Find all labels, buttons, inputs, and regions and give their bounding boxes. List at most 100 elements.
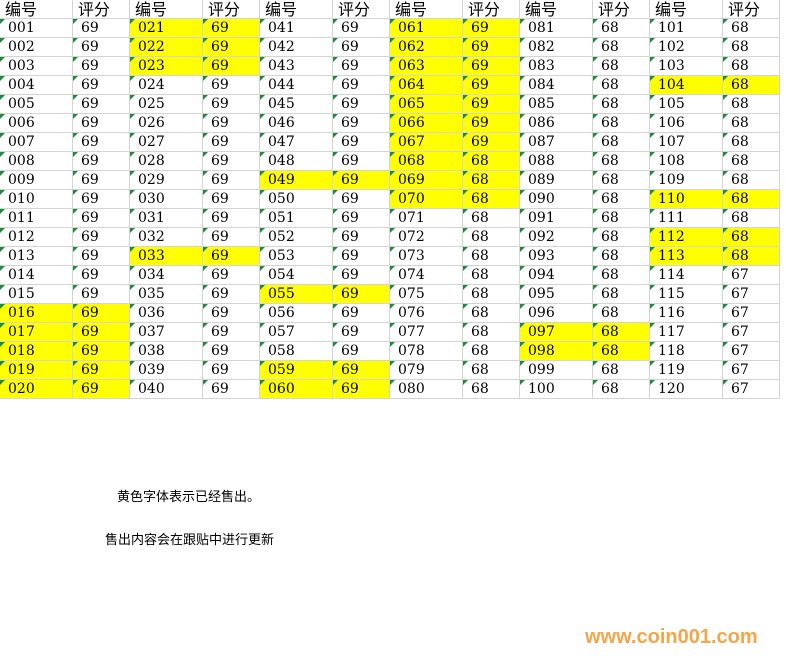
id-cell: 088	[520, 152, 593, 171]
score-cell: 68	[593, 380, 650, 399]
header-cell: 编号	[390, 0, 463, 19]
cell-text: 69	[81, 77, 99, 93]
score-cell: 69	[463, 133, 520, 152]
cell-text: 002	[8, 39, 35, 55]
header-cell: 评分	[593, 0, 650, 19]
header-cell: 评分	[73, 0, 130, 19]
id-cell: 015	[0, 285, 73, 304]
cell-text: 67	[731, 324, 749, 340]
score-cell: 69	[73, 19, 130, 38]
cell-text: 评分	[728, 0, 761, 19]
id-cell: 042	[260, 38, 333, 57]
id-cell: 115	[650, 285, 723, 304]
cell-text: 011	[8, 210, 35, 226]
cell-text: 044	[268, 77, 295, 93]
cell-text: 69	[341, 210, 359, 226]
id-cell: 103	[650, 57, 723, 76]
cell-text: 035	[138, 286, 165, 302]
score-cell: 69	[73, 209, 130, 228]
cell-text: 68	[601, 286, 619, 302]
score-cell: 69	[203, 323, 260, 342]
header-cell: 评分	[333, 0, 390, 19]
cell-text: 69	[211, 210, 229, 226]
id-cell: 031	[130, 209, 203, 228]
score-cell: 69	[73, 190, 130, 209]
cell-text: 104	[658, 77, 685, 93]
cell-text: 020	[8, 381, 35, 397]
cell-text: 69	[211, 58, 229, 74]
cell-text: 096	[528, 305, 555, 321]
cell-text: 69	[211, 20, 229, 36]
cell-text: 68	[731, 39, 749, 55]
cell-text: 075	[398, 286, 425, 302]
score-cell: 68	[723, 152, 780, 171]
cell-text: 061	[398, 20, 425, 36]
id-cell: 095	[520, 285, 593, 304]
id-cell: 064	[390, 76, 463, 95]
id-cell: 011	[0, 209, 73, 228]
cell-text: 029	[138, 172, 165, 188]
score-cell: 67	[723, 304, 780, 323]
id-cell: 051	[260, 209, 333, 228]
id-cell: 076	[390, 304, 463, 323]
cell-text: 086	[528, 115, 555, 131]
id-cell: 018	[0, 342, 73, 361]
cell-text: 066	[398, 115, 425, 131]
score-cell: 69	[73, 323, 130, 342]
id-cell: 081	[520, 19, 593, 38]
cell-text: 003	[8, 58, 35, 74]
id-cell: 055	[260, 285, 333, 304]
cell-text: 098	[528, 343, 555, 359]
cell-text: 022	[138, 39, 165, 55]
id-cell: 086	[520, 114, 593, 133]
cell-text: 083	[528, 58, 555, 74]
cell-text: 68	[601, 248, 619, 264]
cell-text: 027	[138, 134, 165, 150]
cell-text: 102	[658, 39, 685, 55]
score-cell: 67	[723, 266, 780, 285]
score-cell: 69	[333, 209, 390, 228]
cell-text: 69	[341, 39, 359, 55]
id-cell: 002	[0, 38, 73, 57]
cell-text: 69	[81, 343, 99, 359]
score-cell: 69	[203, 152, 260, 171]
id-cell: 059	[260, 361, 333, 380]
score-cell: 69	[333, 323, 390, 342]
cell-text: 046	[268, 115, 295, 131]
cell-text: 评分	[468, 0, 501, 19]
cell-text: 68	[731, 210, 749, 226]
cell-text: 097	[528, 324, 555, 340]
score-cell: 68	[593, 19, 650, 38]
cell-text: 69	[81, 324, 99, 340]
score-cell: 68	[723, 114, 780, 133]
cell-text: 120	[658, 381, 685, 397]
id-cell: 102	[650, 38, 723, 57]
score-cell: 68	[593, 342, 650, 361]
cell-text: 117	[658, 324, 685, 340]
cell-text: 68	[471, 362, 489, 378]
id-cell: 038	[130, 342, 203, 361]
cell-text: 68	[471, 248, 489, 264]
score-cell: 69	[73, 38, 130, 57]
cell-text: 045	[268, 96, 295, 112]
cell-text: 099	[528, 362, 555, 378]
score-cell: 68	[593, 133, 650, 152]
cell-text: 043	[268, 58, 295, 74]
score-cell: 68	[593, 209, 650, 228]
cell-text: 69	[81, 58, 99, 74]
id-cell: 087	[520, 133, 593, 152]
score-cell: 68	[723, 228, 780, 247]
cell-text: 69	[211, 153, 229, 169]
cell-text: 114	[658, 267, 685, 283]
id-cell: 101	[650, 19, 723, 38]
id-cell: 052	[260, 228, 333, 247]
cell-text: 69	[341, 286, 359, 302]
id-cell: 078	[390, 342, 463, 361]
cell-text: 014	[8, 267, 35, 283]
id-cell: 080	[390, 380, 463, 399]
cell-text: 编号	[265, 0, 298, 19]
id-cell: 020	[0, 380, 73, 399]
cell-text: 69	[341, 96, 359, 112]
cell-text: 106	[658, 115, 685, 131]
cell-text: 69	[81, 20, 99, 36]
